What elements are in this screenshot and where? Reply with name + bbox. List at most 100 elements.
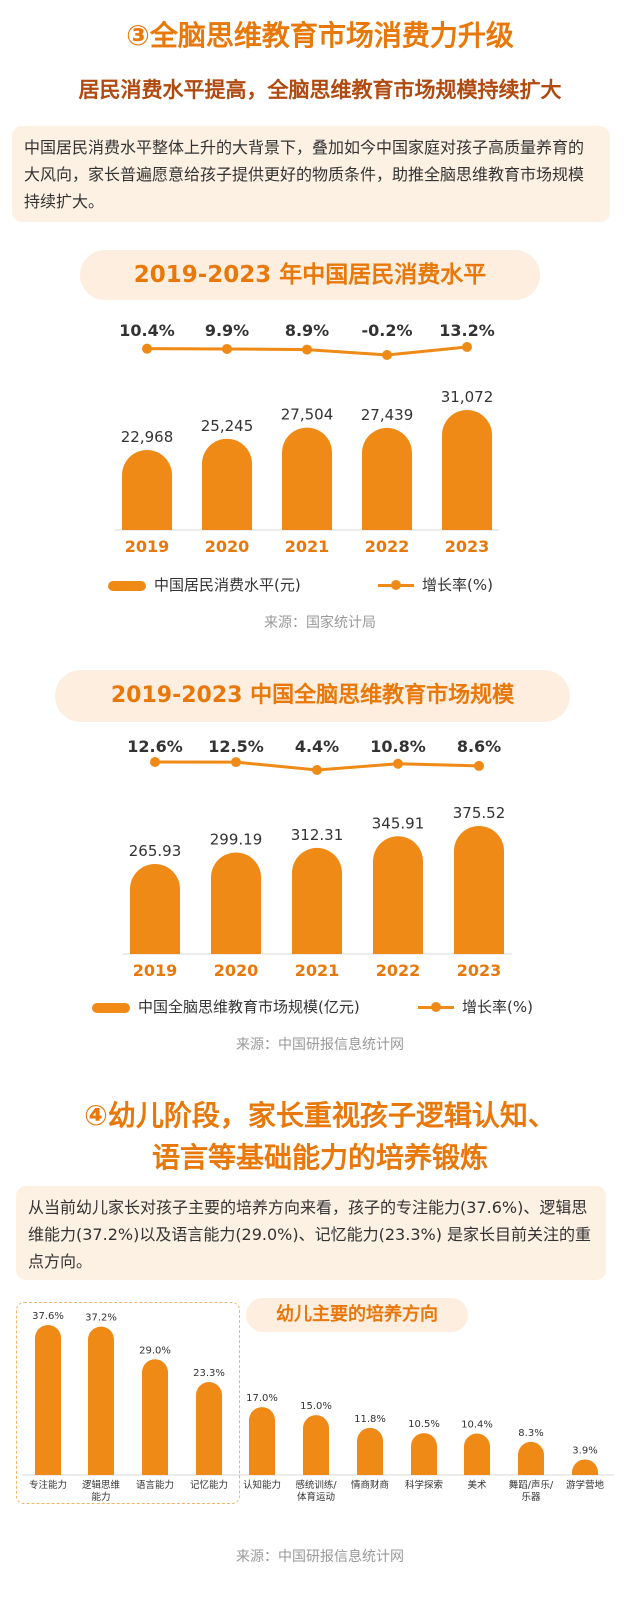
x-tick-label: 2021	[295, 961, 340, 980]
top4-highlight-frame	[16, 1302, 240, 1504]
bar-value-label: 375.52	[453, 804, 506, 822]
bar-value-label: 15.0%	[300, 1401, 332, 1412]
chart3-title: 幼儿主要的培养方向	[246, 1298, 468, 1332]
bar-value-label: 27,504	[281, 406, 334, 424]
x-tick-label: 感统训练/	[295, 1479, 337, 1491]
x-tick-label: 2023	[457, 961, 502, 980]
x-tick-label: 逻辑思维	[82, 1479, 121, 1491]
growth-point	[222, 343, 232, 354]
legend-bar-swatch	[108, 580, 146, 591]
growth-point	[231, 757, 241, 768]
growth-point	[302, 344, 312, 355]
bar	[442, 410, 492, 530]
x-tick-label: 乐器	[521, 1491, 541, 1503]
bar-value-label: 31,072	[441, 388, 494, 406]
bar-value-label: 10.5%	[408, 1419, 440, 1430]
chart1-legend-bar-label: 中国居民消费水平(元)	[154, 576, 301, 594]
growth-point	[393, 758, 403, 769]
section4-title-line2: 语言等基础能力的培养锻炼	[151, 1141, 488, 1174]
bar-value-label: 22,968	[121, 428, 174, 446]
growth-label: 8.9%	[285, 321, 329, 340]
section3-title: ③全脑思维教育市场消费力升级	[126, 19, 514, 52]
chart2-legend-bar: 中国全脑思维教育市场规模(亿元)	[92, 996, 360, 1017]
bar-value-label: 265.93	[129, 842, 182, 860]
chart2-title: 2019-2023 中国全脑思维教育市场规模	[55, 670, 570, 722]
bar-value-label: 11.8%	[354, 1414, 386, 1425]
chart1-title: 2019-2023 年中国居民消费水平	[80, 250, 540, 300]
chart2-plot: 265.93 2019 299.19 2020 312.31 2021 345.91 2022…	[122, 737, 512, 980]
x-tick-label: 体育运动	[297, 1491, 335, 1503]
bar	[362, 427, 412, 530]
x-tick-label: 2019	[133, 961, 178, 980]
growth-label: 9.9%	[205, 321, 249, 340]
legend-line-swatch	[378, 580, 414, 590]
x-tick-label: 科学探索	[405, 1479, 443, 1491]
bar	[142, 1359, 168, 1475]
x-tick-label: 能力	[91, 1491, 110, 1503]
bar	[411, 1433, 437, 1475]
section4-title-line1: ④幼儿阶段，家长重视孩子逻辑认知、	[84, 1099, 556, 1132]
growth-label: 12.6%	[127, 737, 183, 756]
bar	[130, 864, 180, 954]
chart1-source: 来源：国家统计局	[264, 615, 376, 631]
x-tick-label: 舞蹈/声乐/	[509, 1479, 554, 1491]
bar	[373, 836, 423, 954]
legend-bar-swatch	[92, 1002, 130, 1013]
chart1-legend-line-label: 增长率(%)	[422, 576, 493, 594]
chart2-legend-bar-label: 中国全脑思维教育市场规模(亿元)	[138, 998, 360, 1016]
x-tick-label: 专注能力	[29, 1479, 67, 1491]
bar	[249, 1407, 275, 1475]
growth-label: 13.2%	[439, 321, 495, 340]
chart2-legend-line: 增长率(%)	[418, 996, 533, 1017]
growth-point	[142, 343, 152, 354]
bar-value-label: 37.6%	[32, 1311, 64, 1322]
growth-label: -0.2%	[361, 321, 412, 340]
x-tick-label: 记忆能力	[190, 1479, 228, 1491]
bar	[88, 1326, 114, 1475]
chart2-legend-line-label: 增长率(%)	[462, 998, 533, 1016]
x-tick-label: 2022	[365, 537, 410, 556]
bar-value-label: 299.19	[210, 830, 263, 848]
growth-label: 4.4%	[295, 737, 339, 756]
growth-point	[462, 342, 472, 352]
bar	[303, 1415, 329, 1475]
legend-line-swatch	[418, 1002, 454, 1012]
x-tick-label: 2022	[376, 961, 421, 980]
bar-value-label: 10.4%	[461, 1420, 493, 1431]
growth-label: 10.8%	[370, 737, 426, 756]
x-tick-label: 美术	[467, 1479, 487, 1491]
bar	[202, 438, 252, 530]
bar	[282, 427, 332, 530]
bar	[196, 1382, 222, 1475]
bar-value-label: 27,439	[361, 406, 414, 424]
section4-description: 从当前幼儿家长对孩子主要的培养方向来看，孩子的专注能力(37.6%)、逻辑思维能…	[16, 1186, 606, 1280]
bar	[357, 1427, 383, 1475]
bar	[464, 1433, 490, 1475]
x-tick-label: 游学营地	[566, 1479, 605, 1491]
x-tick-label: 2020	[205, 537, 250, 556]
chart1-plot: 22,968 2019 25,245 2020 27,504 2021 27,439 2022…	[115, 321, 499, 556]
bar	[211, 852, 261, 954]
x-tick-label: 2021	[285, 537, 330, 556]
bar	[292, 847, 342, 954]
x-tick-label: 2023	[445, 537, 490, 556]
bar	[572, 1459, 598, 1475]
growth-point	[382, 350, 392, 360]
x-tick-label: 认知能力	[243, 1479, 281, 1491]
chart3-plot: 37.6% 专注能力 37.2% 逻辑思维能力 29.0% 语言能力 23.3% 记忆能力 17…	[22, 1311, 614, 1503]
chart3-source: 来源：中国研报信息统计网	[236, 1549, 404, 1565]
growth-point	[474, 760, 484, 771]
bar-value-label: 3.9%	[572, 1445, 597, 1456]
bar-value-label: 29.0%	[139, 1345, 171, 1356]
bar-value-label: 345.91	[372, 814, 425, 832]
x-tick-label: 情商财商	[351, 1479, 389, 1491]
growth-label: 10.4%	[119, 321, 175, 340]
section3-description: 中国居民消费水平整体上升的大背景下，叠加如今中国家庭对孩子高质量养育的大风向，家…	[12, 126, 610, 222]
bar	[35, 1325, 61, 1475]
bar	[454, 826, 504, 954]
growth-label: 8.6%	[457, 737, 501, 756]
bar-value-label: 37.2%	[85, 1313, 117, 1324]
bar-value-label: 23.3%	[193, 1368, 225, 1379]
growth-label: 12.5%	[208, 737, 264, 756]
bar-value-label: 8.3%	[518, 1428, 543, 1439]
